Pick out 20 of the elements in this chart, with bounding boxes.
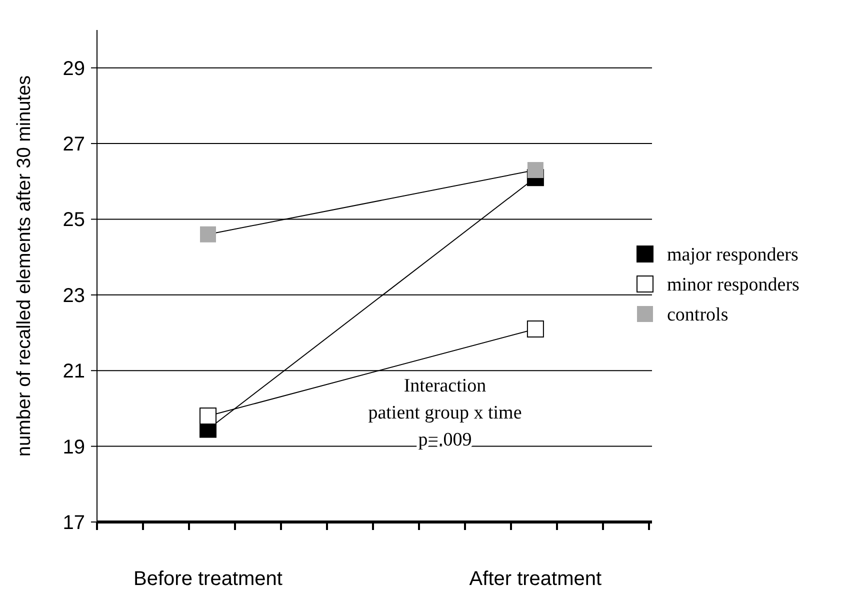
legend-label: major responders [667,244,798,266]
y-tick-label: 25 [62,209,85,232]
point [200,408,216,425]
annotation: p=.009 [418,429,472,450]
y-axis-title: number of recalled elements after 30 minutes [14,75,35,457]
point [527,162,544,178]
y-tick-label: 27 [62,134,85,156]
annotation: Interaction [404,375,487,396]
legend-label: minor responders [667,274,800,296]
y-tick-label: 17 [62,512,85,534]
annotation: patient group x time [368,402,522,424]
y-tick-label: 23 [62,284,85,307]
legend-label: controls [667,304,728,326]
y-tick-label: 29 [62,58,85,80]
x-tick-label: After treatment [469,568,602,590]
y-tick-label: 19 [62,436,85,458]
point [526,320,544,338]
x-tick-label: Before treatment [134,568,283,590]
y-tick-label: 21 [62,360,85,383]
point [200,226,216,242]
